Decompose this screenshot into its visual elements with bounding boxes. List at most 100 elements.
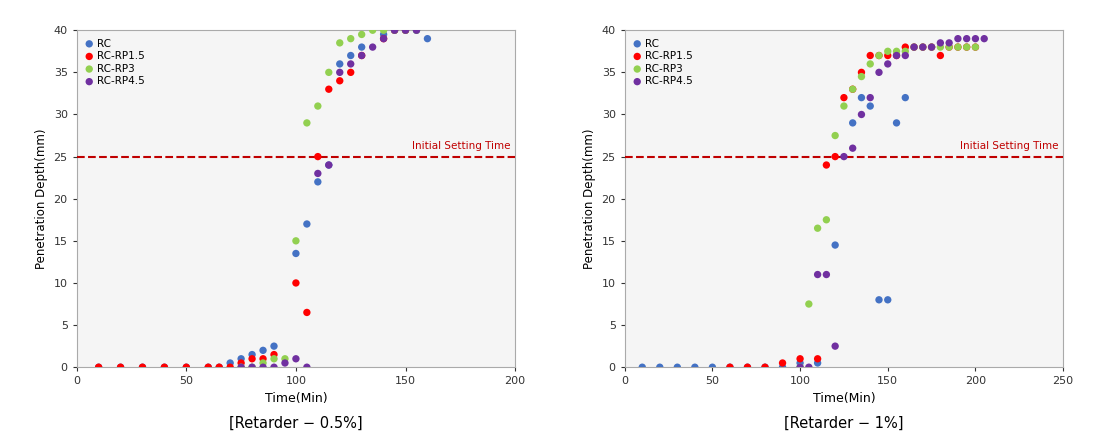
RC-RP4.5 bbox=[958, 35, 975, 42]
RC bbox=[408, 27, 425, 34]
RC-RP3 bbox=[853, 73, 870, 80]
RC-RP1.5 bbox=[958, 44, 975, 51]
RC-RP3 bbox=[309, 102, 327, 109]
RC-RP3 bbox=[791, 364, 809, 371]
RC bbox=[419, 35, 436, 42]
RC bbox=[112, 364, 129, 371]
RC-RP1.5 bbox=[756, 364, 774, 371]
RC-RP3 bbox=[914, 44, 932, 51]
RC-RP3 bbox=[861, 60, 879, 67]
RC-RP4.5 bbox=[408, 27, 425, 34]
RC-RP1.5 bbox=[888, 52, 905, 59]
RC-RP3 bbox=[232, 364, 250, 371]
RC-RP4.5 bbox=[254, 364, 272, 371]
RC bbox=[232, 355, 250, 362]
RC-RP4.5 bbox=[309, 170, 327, 177]
RC-RP3 bbox=[408, 27, 425, 34]
Text: Initial Setting Time: Initial Setting Time bbox=[412, 141, 511, 151]
RC-RP1.5 bbox=[287, 280, 305, 286]
RC-RP1.5 bbox=[739, 364, 756, 371]
RC-RP4.5 bbox=[331, 69, 349, 76]
RC bbox=[243, 351, 261, 358]
RC bbox=[90, 364, 107, 371]
RC-RP4.5 bbox=[243, 364, 261, 371]
RC bbox=[298, 220, 316, 227]
RC-RP4.5 bbox=[386, 27, 403, 34]
RC bbox=[375, 31, 392, 38]
RC bbox=[809, 359, 826, 366]
RC-RP3 bbox=[879, 48, 897, 55]
RC-RP1.5 bbox=[853, 69, 870, 76]
RC-RP3 bbox=[818, 216, 835, 223]
Text: Initial Setting Time: Initial Setting Time bbox=[960, 141, 1059, 151]
RC-RP4.5 bbox=[853, 111, 870, 118]
RC-RP4.5 bbox=[375, 35, 392, 42]
RC-RP1.5 bbox=[791, 355, 809, 362]
RC-RP1.5 bbox=[320, 86, 338, 93]
RC-RP4.5 bbox=[949, 35, 967, 42]
RC-RP3 bbox=[800, 301, 818, 308]
RC-RP3 bbox=[958, 44, 975, 51]
RC bbox=[844, 119, 861, 126]
RC bbox=[386, 27, 403, 34]
RC bbox=[342, 52, 359, 59]
RC-RP1.5 bbox=[210, 364, 228, 371]
X-axis label: Time(Min): Time(Min) bbox=[812, 392, 876, 405]
RC bbox=[756, 364, 774, 371]
RC-RP1.5 bbox=[134, 364, 151, 371]
RC-RP3 bbox=[967, 44, 984, 51]
RC-RP4.5 bbox=[265, 364, 283, 371]
RC-RP4.5 bbox=[844, 145, 861, 152]
RC-RP4.5 bbox=[287, 355, 305, 362]
RC bbox=[178, 364, 195, 371]
RC-RP4.5 bbox=[232, 364, 250, 371]
RC bbox=[774, 364, 791, 371]
RC-RP3 bbox=[254, 359, 272, 366]
RC-RP3 bbox=[932, 44, 949, 51]
RC-RP4.5 bbox=[923, 44, 940, 51]
RC-RP3 bbox=[375, 27, 392, 34]
RC bbox=[739, 364, 756, 371]
RC-RP4.5 bbox=[870, 69, 888, 76]
RC-RP1.5 bbox=[879, 52, 897, 59]
RC-RP3 bbox=[265, 355, 283, 362]
RC-RP1.5 bbox=[156, 364, 173, 371]
RC-RP1.5 bbox=[914, 44, 932, 51]
Y-axis label: Penetration Depth(mm): Penetration Depth(mm) bbox=[583, 128, 596, 269]
RC bbox=[853, 94, 870, 101]
RC-RP1.5 bbox=[375, 35, 392, 42]
RC-RP1.5 bbox=[353, 52, 370, 59]
Legend: RC, RC-RP1.5, RC-RP3, RC-RP4.5: RC, RC-RP1.5, RC-RP3, RC-RP4.5 bbox=[630, 35, 695, 89]
RC-RP4.5 bbox=[914, 44, 932, 51]
RC bbox=[309, 178, 327, 185]
Y-axis label: Penetration Depth(mm): Penetration Depth(mm) bbox=[35, 128, 48, 269]
RC-RP4.5 bbox=[809, 271, 826, 278]
RC-RP4.5 bbox=[826, 343, 844, 349]
RC bbox=[888, 119, 905, 126]
RC bbox=[686, 364, 704, 371]
RC-RP1.5 bbox=[386, 27, 403, 34]
RC-RP3 bbox=[940, 44, 958, 51]
RC-RP3 bbox=[342, 35, 359, 42]
RC-RP1.5 bbox=[199, 364, 217, 371]
RC-RP1.5 bbox=[342, 69, 359, 76]
RC-RP4.5 bbox=[897, 52, 914, 59]
RC bbox=[134, 364, 151, 371]
RC-RP4.5 bbox=[276, 359, 294, 366]
RC-RP1.5 bbox=[298, 309, 316, 316]
RC bbox=[397, 27, 414, 34]
RC-RP3 bbox=[809, 225, 826, 232]
X-axis label: Time(Min): Time(Min) bbox=[264, 392, 328, 405]
RC bbox=[265, 343, 283, 349]
RC-RP4.5 bbox=[888, 52, 905, 59]
RC-RP4.5 bbox=[905, 44, 923, 51]
RC-RP1.5 bbox=[90, 364, 107, 371]
RC-RP4.5 bbox=[975, 35, 993, 42]
RC bbox=[704, 364, 721, 371]
RC-RP1.5 bbox=[967, 44, 984, 51]
RC bbox=[199, 364, 217, 371]
RC-RP1.5 bbox=[721, 364, 739, 371]
RC bbox=[633, 364, 651, 371]
RC-RP4.5 bbox=[818, 271, 835, 278]
RC-RP3 bbox=[870, 52, 888, 59]
